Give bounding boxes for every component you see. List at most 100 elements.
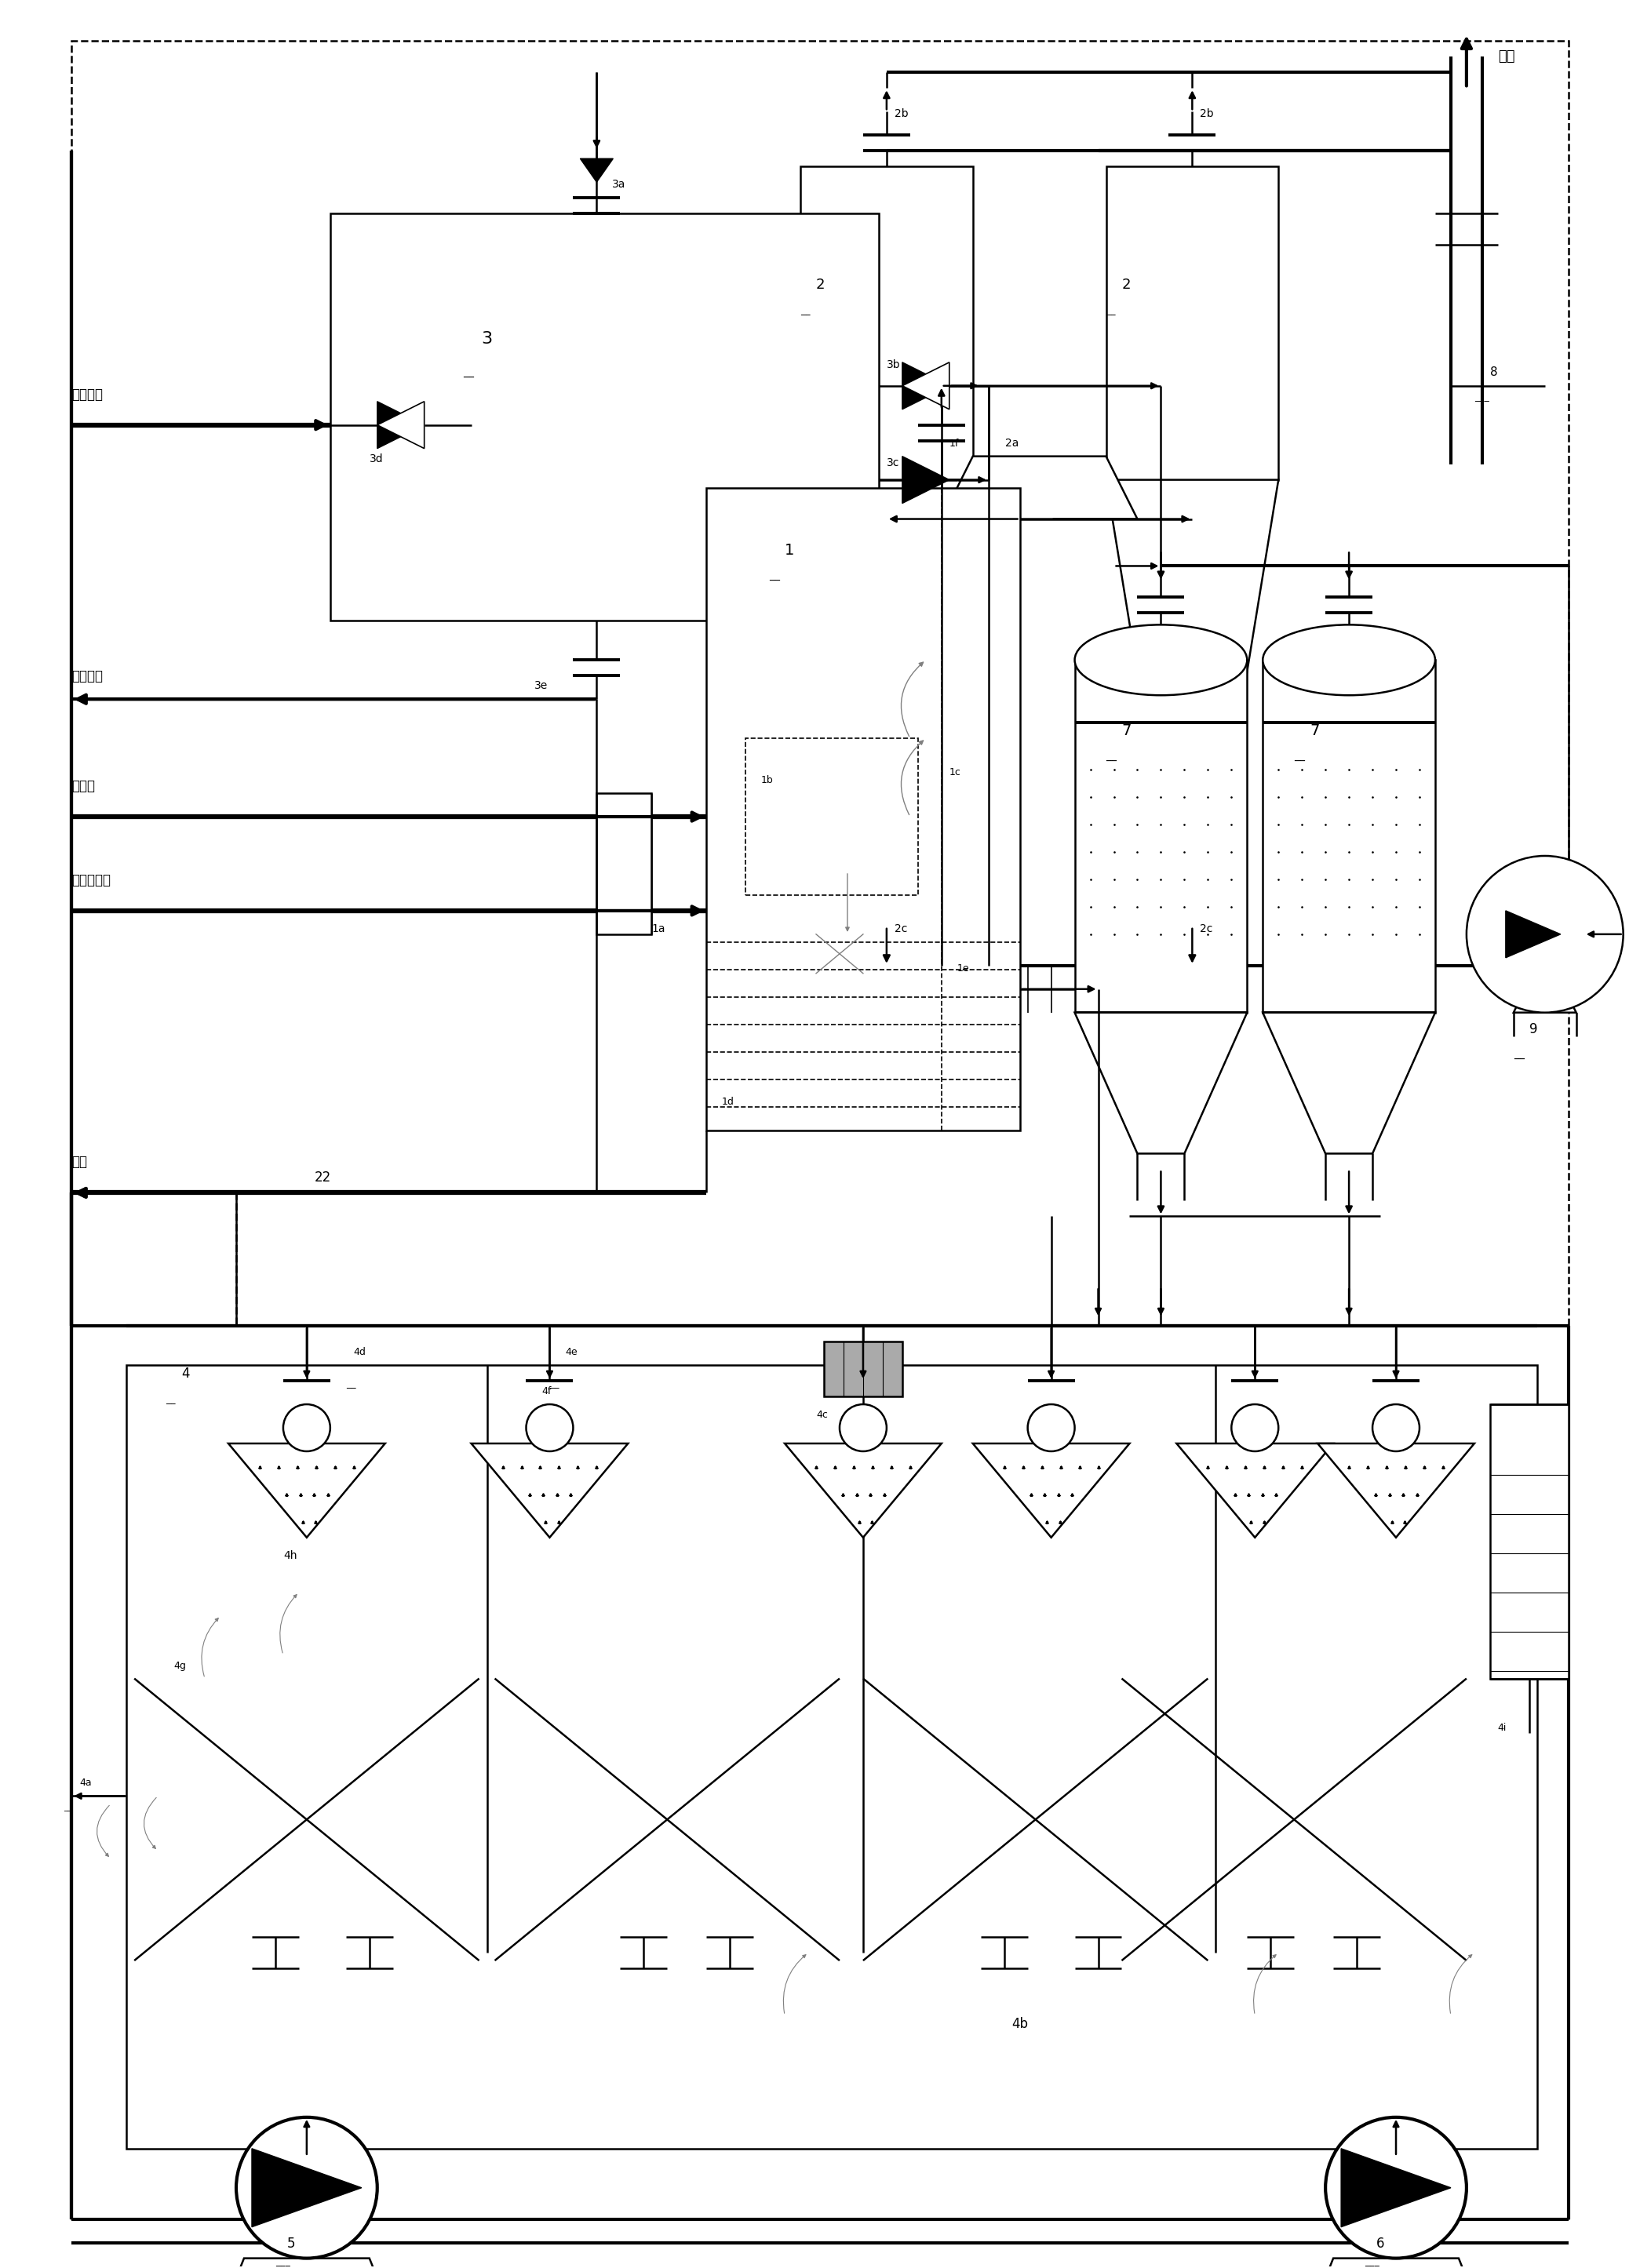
Circle shape — [1232, 1404, 1279, 1452]
Bar — [746, 739, 918, 896]
Text: 1: 1 — [784, 544, 794, 558]
Text: 循环热水: 循环热水 — [72, 669, 103, 683]
Circle shape — [1466, 855, 1624, 1012]
Text: 7: 7 — [1122, 723, 1132, 739]
Text: 1a: 1a — [651, 923, 666, 934]
Bar — [800, 166, 973, 481]
Text: 1d: 1d — [722, 1095, 735, 1107]
Bar — [330, 213, 879, 621]
Polygon shape — [1074, 1012, 1246, 1154]
Polygon shape — [1317, 2259, 1474, 2268]
Text: __: __ — [1514, 1048, 1525, 1059]
Polygon shape — [941, 456, 1138, 519]
Circle shape — [1028, 1404, 1074, 1452]
Bar — [1074, 660, 1246, 1012]
Text: ___: ___ — [276, 2257, 290, 2266]
Circle shape — [1325, 2118, 1466, 2259]
Text: 22: 22 — [315, 1170, 331, 1184]
Polygon shape — [973, 1442, 1130, 1538]
Bar — [1491, 1404, 1568, 1678]
Text: 4a: 4a — [79, 1778, 92, 1787]
Bar — [1105, 166, 1279, 481]
Bar — [1263, 660, 1435, 1012]
Polygon shape — [1506, 912, 1561, 957]
Text: 2b: 2b — [894, 109, 909, 120]
Text: 3e: 3e — [535, 680, 548, 692]
Text: __: __ — [1105, 306, 1115, 315]
Text: 1e: 1e — [958, 964, 969, 973]
Polygon shape — [800, 481, 973, 887]
Polygon shape — [1514, 982, 1576, 1012]
Text: 2: 2 — [817, 277, 825, 293]
Text: 2b: 2b — [1200, 109, 1214, 120]
Bar — [823, 1343, 902, 1397]
Text: __: __ — [769, 572, 781, 581]
Text: 3b: 3b — [887, 358, 900, 370]
Text: 4e: 4e — [566, 1347, 577, 1356]
Text: 4b: 4b — [1012, 2016, 1028, 2032]
Polygon shape — [228, 1442, 385, 1538]
Text: 2c: 2c — [1200, 923, 1214, 934]
Text: __: __ — [464, 367, 474, 379]
Text: 4f: 4f — [541, 1386, 551, 1397]
Polygon shape — [1105, 481, 1279, 887]
Ellipse shape — [1263, 624, 1435, 696]
Text: 3d: 3d — [369, 454, 384, 465]
Text: 尾气: 尾气 — [1497, 50, 1515, 64]
Text: __: __ — [166, 1395, 175, 1404]
Text: 7: 7 — [1310, 723, 1320, 739]
Polygon shape — [377, 401, 425, 449]
Text: __: __ — [549, 1379, 559, 1388]
Text: 5: 5 — [287, 2236, 295, 2250]
Text: 4h: 4h — [284, 1549, 297, 1560]
Text: 1b: 1b — [761, 776, 774, 785]
Text: 循环冷水: 循环冷水 — [72, 388, 103, 401]
Polygon shape — [902, 363, 950, 408]
Text: 8: 8 — [1491, 365, 1497, 379]
Text: __: __ — [346, 1379, 356, 1388]
Ellipse shape — [1074, 624, 1246, 696]
Polygon shape — [377, 401, 425, 449]
Text: 添加剂: 添加剂 — [72, 780, 95, 794]
Text: 9: 9 — [1528, 1023, 1537, 1036]
Text: 1f: 1f — [950, 438, 959, 449]
Text: 6: 6 — [1376, 2236, 1384, 2250]
Circle shape — [284, 1404, 330, 1452]
Text: 化工排放物: 化工排放物 — [72, 873, 112, 887]
Text: 4g: 4g — [174, 1660, 185, 1672]
Text: 3: 3 — [482, 331, 492, 347]
Circle shape — [236, 2118, 377, 2259]
Polygon shape — [1176, 1442, 1333, 1538]
Polygon shape — [1342, 2148, 1451, 2227]
Text: __: __ — [800, 306, 810, 315]
Text: __: __ — [1105, 751, 1117, 762]
Polygon shape — [1317, 1442, 1474, 1538]
Bar — [126, 1365, 1537, 2148]
Text: 4c: 4c — [817, 1411, 828, 1420]
Text: 2a: 2a — [1005, 438, 1018, 449]
Text: __: __ — [1294, 751, 1305, 762]
Text: 3c: 3c — [887, 458, 899, 467]
Text: __: __ — [64, 1803, 72, 1812]
Polygon shape — [471, 1442, 628, 1538]
Circle shape — [526, 1404, 572, 1452]
Text: 2: 2 — [1122, 277, 1130, 293]
Text: 1c: 1c — [950, 767, 961, 778]
Bar — [597, 794, 651, 934]
Text: 4: 4 — [182, 1368, 190, 1381]
Polygon shape — [1263, 1012, 1435, 1154]
Polygon shape — [253, 2148, 361, 2227]
Polygon shape — [228, 2259, 385, 2268]
Text: 废液: 废液 — [72, 1154, 87, 1170]
Text: 4i: 4i — [1497, 1724, 1507, 1733]
Text: 3a: 3a — [612, 179, 626, 191]
Text: 2c: 2c — [894, 923, 907, 934]
Text: ___: ___ — [1474, 392, 1489, 401]
Text: ___: ___ — [1364, 2257, 1379, 2266]
Text: 4d: 4d — [354, 1347, 366, 1356]
Circle shape — [1373, 1404, 1420, 1452]
Polygon shape — [902, 456, 950, 503]
Polygon shape — [902, 363, 950, 408]
Circle shape — [840, 1404, 887, 1452]
Bar — [707, 488, 1020, 1129]
